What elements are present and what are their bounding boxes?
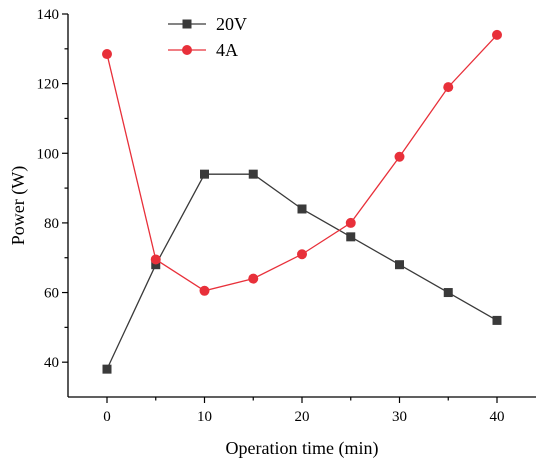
data-point-20v xyxy=(297,204,307,214)
x-tick-label: 10 xyxy=(197,409,212,425)
y-tick-label: 80 xyxy=(44,216,59,232)
legend-marker-20v xyxy=(182,19,192,29)
data-point-4a xyxy=(492,29,502,40)
data-point-20v xyxy=(248,169,258,179)
series-layer xyxy=(102,29,502,374)
legend: 20V 4A xyxy=(168,14,247,60)
legend-marker-4a xyxy=(182,45,192,55)
data-point-4a xyxy=(394,151,405,162)
y-tick-label: 100 xyxy=(37,146,60,162)
data-point-4a xyxy=(248,273,259,284)
x-tick-label: 20 xyxy=(295,409,310,425)
x-tick-label: 0 xyxy=(103,409,111,425)
data-point-20v xyxy=(492,315,502,325)
data-point-4a xyxy=(345,217,356,228)
x-tick-label: 30 xyxy=(392,409,407,425)
data-point-20v xyxy=(151,260,161,270)
data-point-4a xyxy=(199,285,210,296)
series-line-20v xyxy=(106,173,498,370)
legend-label-4a: 4A xyxy=(216,40,238,60)
data-point-20v xyxy=(346,232,356,242)
y-tick-label: 60 xyxy=(44,286,59,302)
y-tick-label: 120 xyxy=(37,77,60,93)
x-ticks: 0 10 20 30 40 xyxy=(103,397,505,425)
y-tick-label: 140 xyxy=(37,7,60,23)
data-point-4a xyxy=(102,49,112,60)
data-point-4a xyxy=(297,249,307,260)
y-tick-label: 40 xyxy=(44,355,59,371)
data-point-20v xyxy=(395,260,404,270)
y-ticks: 40 60 80 100 120 140 xyxy=(37,7,68,371)
legend-item-20v: 20V xyxy=(168,14,247,34)
legend-label-20v: 20V xyxy=(216,14,247,34)
data-point-4a xyxy=(150,254,161,265)
data-point-20v xyxy=(102,364,112,374)
x-axis-title: Operation time (min) xyxy=(226,438,379,459)
data-point-20v xyxy=(200,169,209,179)
x-tick-label: 40 xyxy=(490,409,505,425)
y-axis-title: Power (W) xyxy=(8,166,29,245)
data-point-4a xyxy=(443,82,454,93)
legend-item-4a: 4A xyxy=(168,40,238,60)
data-point-20v xyxy=(443,288,453,298)
